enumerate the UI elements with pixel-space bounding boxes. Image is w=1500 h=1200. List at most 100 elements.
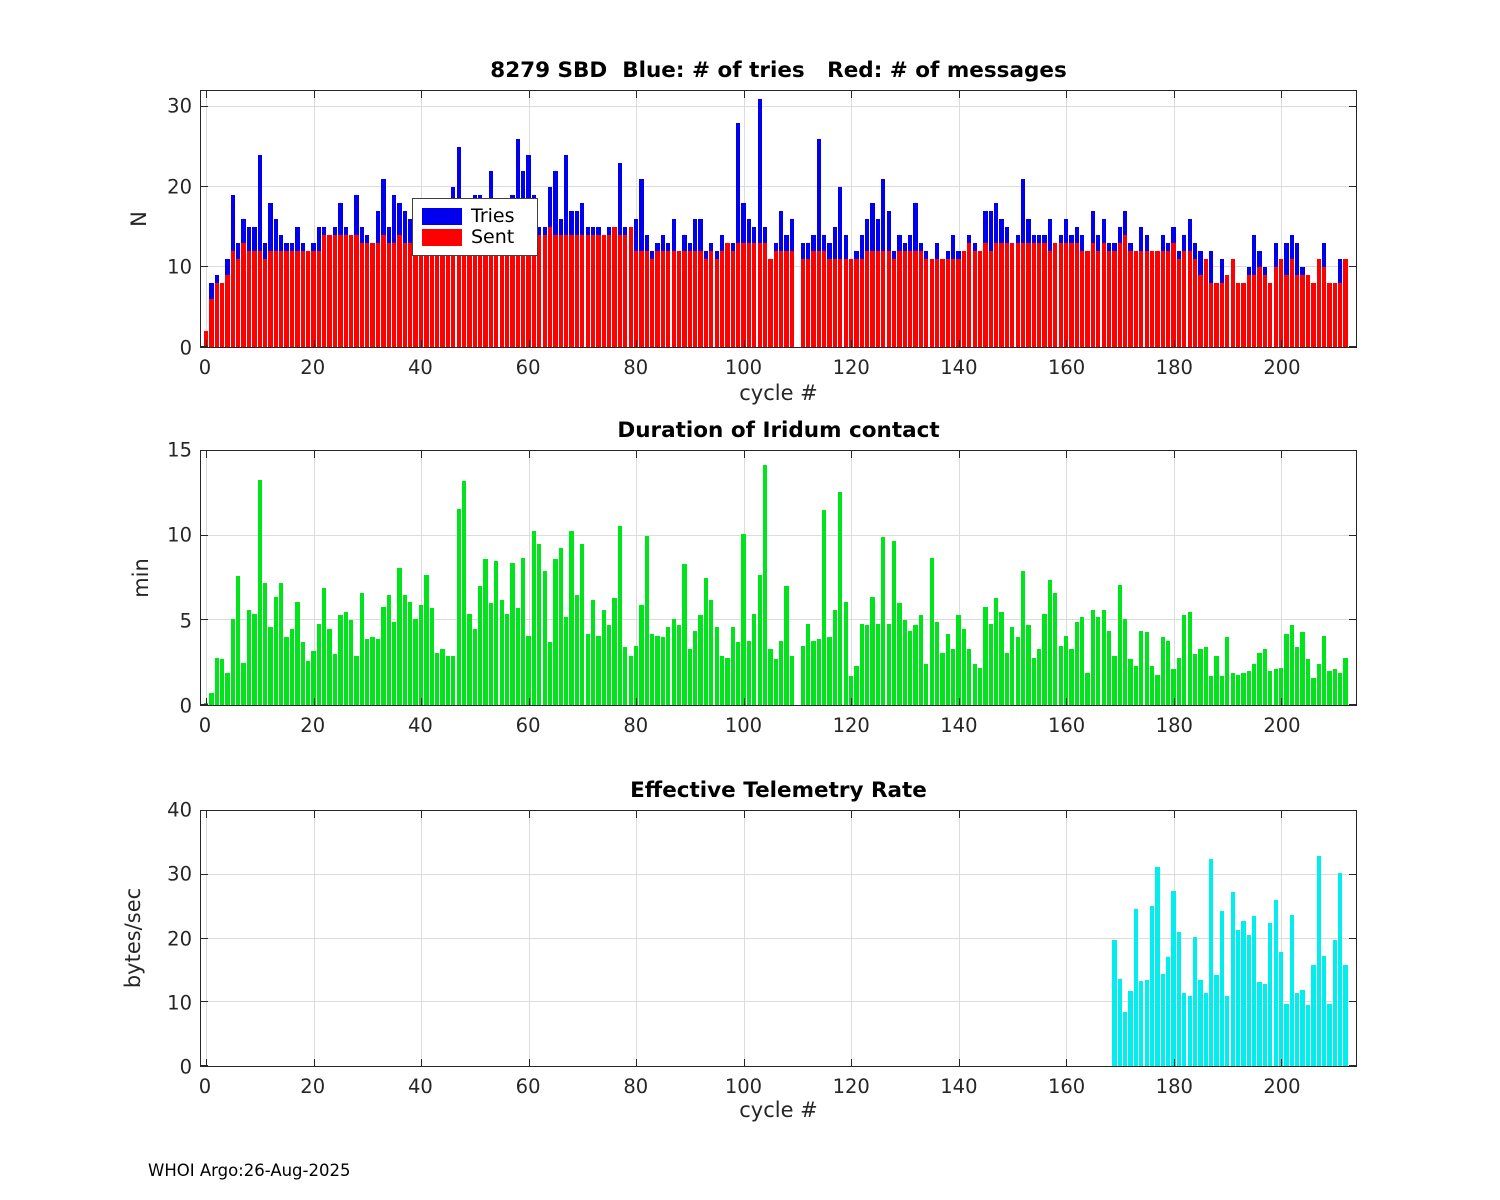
- bar-duration-cycle-98: [730, 627, 735, 705]
- y-tick-mark: [1349, 186, 1356, 187]
- bar-duration-cycle-196: [1257, 652, 1262, 705]
- bar-sent-cycle-95: [714, 259, 719, 347]
- v-gridline: [1173, 451, 1175, 705]
- bar-sent-cycle-132: [913, 251, 918, 347]
- bar-sent-cycle-204: [1300, 275, 1305, 347]
- bar-duration-cycle-53: [488, 603, 494, 705]
- v-gridline: [851, 451, 853, 705]
- bar-duration-cycle-182: [1182, 615, 1187, 705]
- y-tick-mark: [201, 1065, 208, 1066]
- bar-sent-cycle-139: [951, 259, 956, 347]
- x-tick-mark: [205, 91, 207, 98]
- bar-duration-cycle-167: [1101, 610, 1106, 705]
- bar-duration-cycle-62: [537, 544, 542, 705]
- x-tick-mark: [1281, 340, 1283, 347]
- bar-sent-cycle-57: [510, 227, 515, 347]
- bar-sent-cycle-47: [456, 235, 461, 347]
- bar-duration-cycle-140: [956, 615, 961, 705]
- bar-duration-cycle-117: [832, 610, 838, 705]
- bar-duration-cycle-33: [381, 606, 386, 705]
- bar-duration-cycle-24: [332, 654, 338, 705]
- x-axis-label: cycle #: [739, 1098, 818, 1122]
- bar-sent-cycle-162: [1074, 243, 1079, 347]
- bar-duration-cycle-191: [1230, 672, 1235, 705]
- tries-swatch-icon: [422, 208, 462, 225]
- y-tick-mark: [201, 266, 208, 267]
- x-tick-mark: [851, 91, 853, 98]
- y-tick-mark: [1349, 704, 1356, 705]
- x-tick-mark: [1066, 1059, 1068, 1066]
- bar-sent-cycle-51: [478, 235, 483, 347]
- bar-sent-cycle-102: [752, 243, 757, 347]
- bar-sent-cycle-196: [1257, 267, 1262, 347]
- y-tick-labels: 0 10 20 30: [120, 90, 192, 360]
- bar-sent-cycle-90: [687, 251, 692, 347]
- bar-rate-cycle-212: [1343, 965, 1348, 1066]
- bar-sent-cycle-167: [1101, 243, 1106, 347]
- bar-duration-cycle-146: [988, 623, 993, 705]
- bar-duration-cycle-157: [1047, 579, 1053, 705]
- bar-rate-cycle-169: [1112, 940, 1117, 1066]
- bar-duration-cycle-126: [881, 537, 886, 705]
- x-tick-mark: [1173, 451, 1175, 458]
- bar-sent-cycle-128: [891, 259, 897, 347]
- x-tick-mark: [313, 340, 315, 347]
- bar-duration-cycle-153: [1026, 625, 1031, 705]
- bar-duration-cycle-85: [660, 637, 666, 705]
- y-tick-labels: 0 5 10 15: [120, 439, 192, 718]
- x-tick-mark: [743, 1059, 745, 1066]
- bar-sent-cycle-80: [633, 251, 639, 347]
- bar-sent-cycle-101: [746, 243, 752, 347]
- bar-duration-cycle-64: [547, 642, 553, 705]
- x-tick-mark: [1173, 811, 1175, 818]
- bar-sent-cycle-148: [999, 243, 1004, 347]
- bar-sent-cycle-164: [1085, 251, 1090, 347]
- bar-sent-cycle-111: [800, 259, 805, 347]
- bar-rate-cycle-178: [1160, 974, 1165, 1066]
- h-gridline: [201, 534, 1356, 536]
- bar-sent-cycle-192: [1235, 283, 1241, 347]
- bars-layer: [201, 451, 1356, 705]
- bar-sent-cycle-7: [241, 243, 246, 347]
- bar-sent-cycle-61: [531, 227, 537, 347]
- bar-sent-cycle-193: [1241, 283, 1246, 347]
- x-tick-mark: [958, 91, 960, 98]
- bar-duration-cycle-121: [854, 666, 859, 705]
- bar-sent-cycle-125: [875, 251, 881, 347]
- x-tick-mark: [636, 340, 638, 347]
- x-tick-mark: [958, 451, 960, 458]
- bar-duration-cycle-184: [1192, 654, 1198, 705]
- h-gridline: [201, 266, 1356, 267]
- x-tick-mark: [421, 1059, 423, 1066]
- bar-duration-cycle-150: [1010, 627, 1015, 705]
- bar-sent-cycle-166: [1096, 251, 1101, 347]
- bar-sent-cycle-149: [1004, 243, 1010, 347]
- bar-sent-cycle-153: [1026, 243, 1031, 347]
- v-gridline: [958, 451, 960, 705]
- bar-rate-cycle-202: [1289, 914, 1294, 1066]
- x-tick-mark: [313, 811, 315, 818]
- bar-sent-cycle-199: [1273, 267, 1278, 347]
- bar-sent-cycle-79: [628, 227, 633, 347]
- x-tick-mark: [528, 811, 530, 818]
- bar-duration-cycle-148: [999, 611, 1004, 705]
- bar-sent-cycle-0: [203, 331, 209, 347]
- x-tick-label: 100: [724, 1075, 763, 1098]
- bar-duration-cycle-158: [1053, 593, 1058, 705]
- bar-duration-cycle-99: [736, 642, 741, 705]
- bar-duration-cycle-141: [961, 628, 967, 705]
- v-gridline: [205, 451, 207, 705]
- bar-duration-cycle-103: [757, 574, 762, 705]
- bar-duration-cycle-192: [1235, 674, 1241, 705]
- bar-sent-cycle-190: [1225, 275, 1230, 347]
- v-gridline: [958, 91, 960, 347]
- y-tick-label: 0: [179, 336, 192, 360]
- x-tick-label: 160: [1047, 356, 1086, 379]
- bar-sent-cycle-105: [768, 259, 773, 347]
- bar-sent-cycle-56: [504, 235, 510, 347]
- bar-sent-cycle-45: [445, 235, 451, 347]
- bar-rate-cycle-197: [1262, 984, 1268, 1066]
- bar-duration-cycle-18: [300, 642, 305, 705]
- x-tick-labels: 0 20 40 60 80 100 120 140 160 180 200: [199, 714, 1357, 740]
- bar-sent-cycle-211: [1338, 283, 1343, 347]
